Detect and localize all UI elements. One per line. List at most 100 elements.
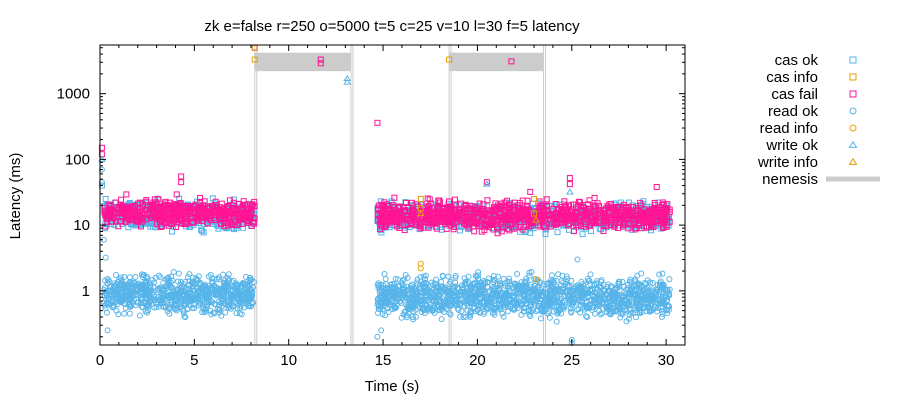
read-ok-point: [118, 277, 125, 284]
read-ok-point: [239, 299, 246, 306]
read-ok-point: [138, 289, 145, 296]
read-ok-point: [136, 312, 143, 319]
read-ok-point: [174, 286, 181, 293]
read-ok-point: [161, 286, 168, 293]
read-ok-point: [422, 272, 429, 279]
read-ok-point: [146, 295, 153, 302]
nemesis-band: [449, 52, 544, 72]
read-ok-point: [124, 294, 131, 301]
read-ok-point: [656, 271, 663, 278]
read-ok-point: [439, 273, 446, 280]
read-ok-point: [218, 312, 225, 319]
nemesis-band: [254, 52, 351, 72]
read-ok-point: [155, 303, 162, 310]
read-ok-point: [229, 279, 236, 286]
read-ok-point: [508, 303, 515, 310]
read-ok-point: [495, 273, 502, 280]
read-ok-point: [156, 296, 163, 303]
read-ok-point: [180, 281, 187, 288]
read-ok-point: [243, 282, 250, 289]
read-ok-point: [179, 291, 186, 298]
read-ok-point: [175, 270, 182, 277]
read-ok-point: [169, 277, 176, 284]
cas-ok-point: [102, 195, 109, 202]
read-ok-point: [392, 304, 399, 311]
read-ok-point: [659, 270, 666, 277]
read-ok-point: [635, 281, 642, 288]
read-ok-point: [193, 294, 200, 301]
read-ok-point: [636, 282, 643, 289]
read-ok-point: [155, 272, 162, 279]
read-ok-point: [236, 310, 243, 317]
read-ok-point: [197, 289, 204, 296]
read-ok-point: [421, 276, 428, 283]
read-ok-point: [190, 301, 197, 308]
read-ok-point: [247, 286, 254, 293]
read-ok-point: [162, 303, 169, 310]
read-ok-point: [666, 276, 673, 283]
read-ok-point: [480, 278, 487, 285]
read-ok-point: [209, 298, 216, 305]
read-ok-point: [185, 286, 192, 293]
read-ok-point: [561, 293, 568, 300]
read-ok-point: [146, 303, 153, 310]
read-ok-point: [201, 283, 208, 290]
read-ok-point: [165, 277, 172, 284]
read-ok-point: [204, 291, 211, 298]
read-ok-point: [553, 318, 560, 325]
read-ok-point: [120, 292, 127, 299]
read-ok-point: [116, 298, 123, 305]
read-ok-point: [205, 273, 212, 280]
read-ok-point: [146, 297, 153, 304]
read-ok-point: [229, 283, 236, 290]
cas-fail-point: [118, 196, 125, 203]
read-ok-point: [230, 277, 237, 284]
read-ok-point: [132, 302, 139, 309]
read-ok-point: [171, 296, 178, 303]
read-ok-point: [126, 274, 133, 281]
read-ok-point: [380, 300, 387, 307]
read-ok-point: [514, 271, 521, 278]
read-ok-point: [177, 281, 184, 288]
read-ok-point: [186, 297, 193, 304]
read-ok-point: [218, 288, 225, 295]
read-ok-point: [457, 313, 464, 320]
read-ok-point: [548, 272, 555, 279]
read-ok-point: [124, 281, 131, 288]
read-ok-point: [211, 310, 218, 317]
read-ok-point: [604, 305, 611, 312]
read-ok-point: [638, 270, 645, 277]
read-ok-point: [126, 302, 133, 309]
read-ok-point: [497, 280, 504, 287]
read-ok-point: [150, 279, 157, 286]
read-ok-point: [230, 294, 237, 301]
read-ok-point: [142, 278, 149, 285]
read-ok-point: [102, 295, 109, 302]
read-ok-point: [240, 288, 247, 295]
read-ok-point: [534, 306, 541, 313]
read-ok-point: [105, 300, 112, 307]
read-ok-point: [207, 307, 214, 314]
read-ok-point: [234, 304, 241, 311]
read-ok-point: [161, 291, 168, 298]
cas-fail-point: [591, 194, 598, 201]
read-ok-point: [385, 285, 392, 292]
read-ok-point: [132, 274, 139, 281]
read-ok-point: [117, 274, 124, 281]
read-ok-point: [168, 301, 175, 308]
cas-ok-point: [579, 231, 586, 238]
read-ok-point: [101, 292, 108, 299]
read-ok-point: [627, 306, 634, 313]
read-ok-point: [144, 307, 151, 314]
read-ok-point: [229, 287, 236, 294]
read-ok-point: [104, 327, 111, 334]
read-ok-point: [205, 299, 212, 306]
read-ok-point: [583, 313, 590, 320]
read-ok-point: [574, 256, 581, 263]
read-ok-point: [221, 282, 228, 289]
read-ok-point: [104, 276, 111, 283]
read-ok-point: [245, 302, 252, 309]
read-ok-point: [243, 296, 250, 303]
read-ok-point: [445, 273, 452, 280]
read-ok-point: [110, 303, 117, 310]
